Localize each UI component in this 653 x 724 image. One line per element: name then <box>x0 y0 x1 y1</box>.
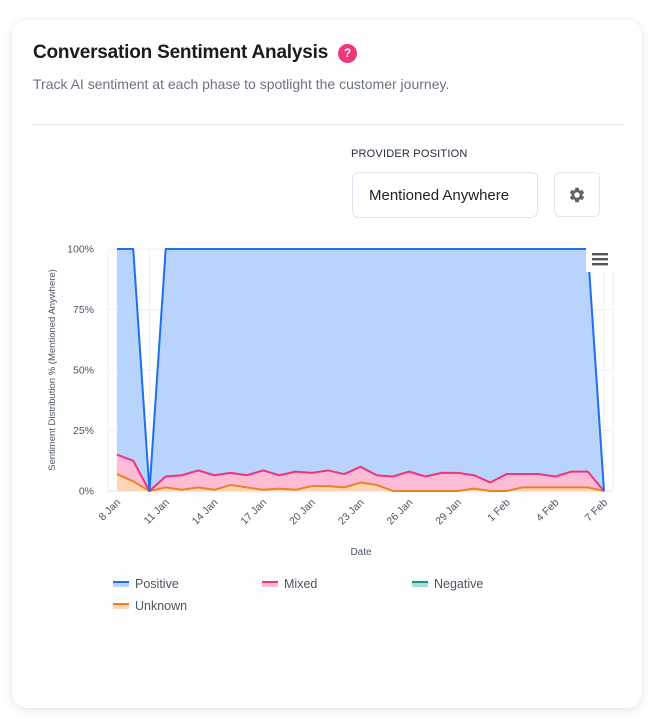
legend-label-mixed: Mixed <box>284 577 318 591</box>
area-positive <box>117 249 604 491</box>
gear-icon <box>569 187 585 202</box>
chart-areas <box>117 249 604 491</box>
x-tick-label: 1 Feb <box>485 497 513 525</box>
legend-item-negative[interactable]: Negative <box>412 577 483 591</box>
legend-label-positive: Positive <box>135 577 179 591</box>
x-tick-label: 29 Jan <box>433 497 464 528</box>
legend-label-unknown: Unknown <box>135 599 188 613</box>
x-tick-label: 8 Jan <box>96 497 123 524</box>
settings-button[interactable] <box>554 172 600 217</box>
x-tick-label: 14 Jan <box>190 497 221 528</box>
x-tick-label: 20 Jan <box>287 497 318 528</box>
legend-item-mixed[interactable]: Mixed <box>262 577 317 591</box>
x-tick-label: 17 Jan <box>238 497 269 528</box>
line-positive <box>117 248 605 492</box>
chart-legend: Positive Mixed Negative Unknown <box>100 555 520 613</box>
legend-swatch-negative <box>412 581 428 587</box>
line-mixed <box>116 453 605 492</box>
chart-lines <box>116 248 605 492</box>
x-tick-label: 26 Jan <box>385 497 416 528</box>
y-axis-label: Sentiment Distribution % (Mentioned Anyw… <box>47 269 58 471</box>
line-unknown <box>116 473 605 492</box>
x-tick-label: 11 Jan <box>142 497 172 527</box>
hamburger-menu-icon <box>592 253 608 266</box>
x-tick-label: 7 Feb <box>583 497 611 525</box>
y-tick-label: 25% <box>73 425 94 437</box>
provider-position-select[interactable]: Mentioned Anywhere <box>352 172 538 218</box>
legend-swatch-mixed <box>262 581 278 587</box>
divider <box>33 124 623 125</box>
x-axis-ticks: 8 Jan 11 Jan 14 Jan 17 Jan 20 Jan 23 Jan 26 Ja… <box>96 497 610 528</box>
legend-item-positive[interactable]: Positive <box>113 577 179 591</box>
y-tick-label: 0% <box>79 486 94 498</box>
help-icon[interactable]: ? <box>338 43 358 63</box>
card-title: Conversation Sentiment Analysis <box>33 42 329 63</box>
x-tick-label: 23 Jan <box>336 497 367 528</box>
title-row: Conversation Sentiment Analysis ? <box>33 42 358 64</box>
legend-label-negative: Negative <box>434 577 484 591</box>
legend-swatch-unknown <box>113 603 129 609</box>
card-subtitle: Track AI sentiment at each phase to spot… <box>33 76 450 92</box>
y-axis-ticks: 0% 25% 50% 75% 100% <box>67 244 94 498</box>
y-tick-label: 100% <box>67 244 94 256</box>
y-tick-label: 50% <box>73 365 94 377</box>
area-mixed <box>117 454 604 491</box>
x-axis-label: Date <box>350 547 372 558</box>
provider-position-label: PROVIDER POSITION <box>351 148 468 160</box>
legend-item-unknown[interactable]: Unknown <box>113 599 187 613</box>
legend-swatch-positive <box>113 581 129 587</box>
x-tick-label: 4 Feb <box>534 497 562 525</box>
y-tick-label: 75% <box>73 304 94 316</box>
provider-position-value: Mentioned Anywhere <box>369 186 510 204</box>
chart-menu-button[interactable] <box>586 244 614 272</box>
